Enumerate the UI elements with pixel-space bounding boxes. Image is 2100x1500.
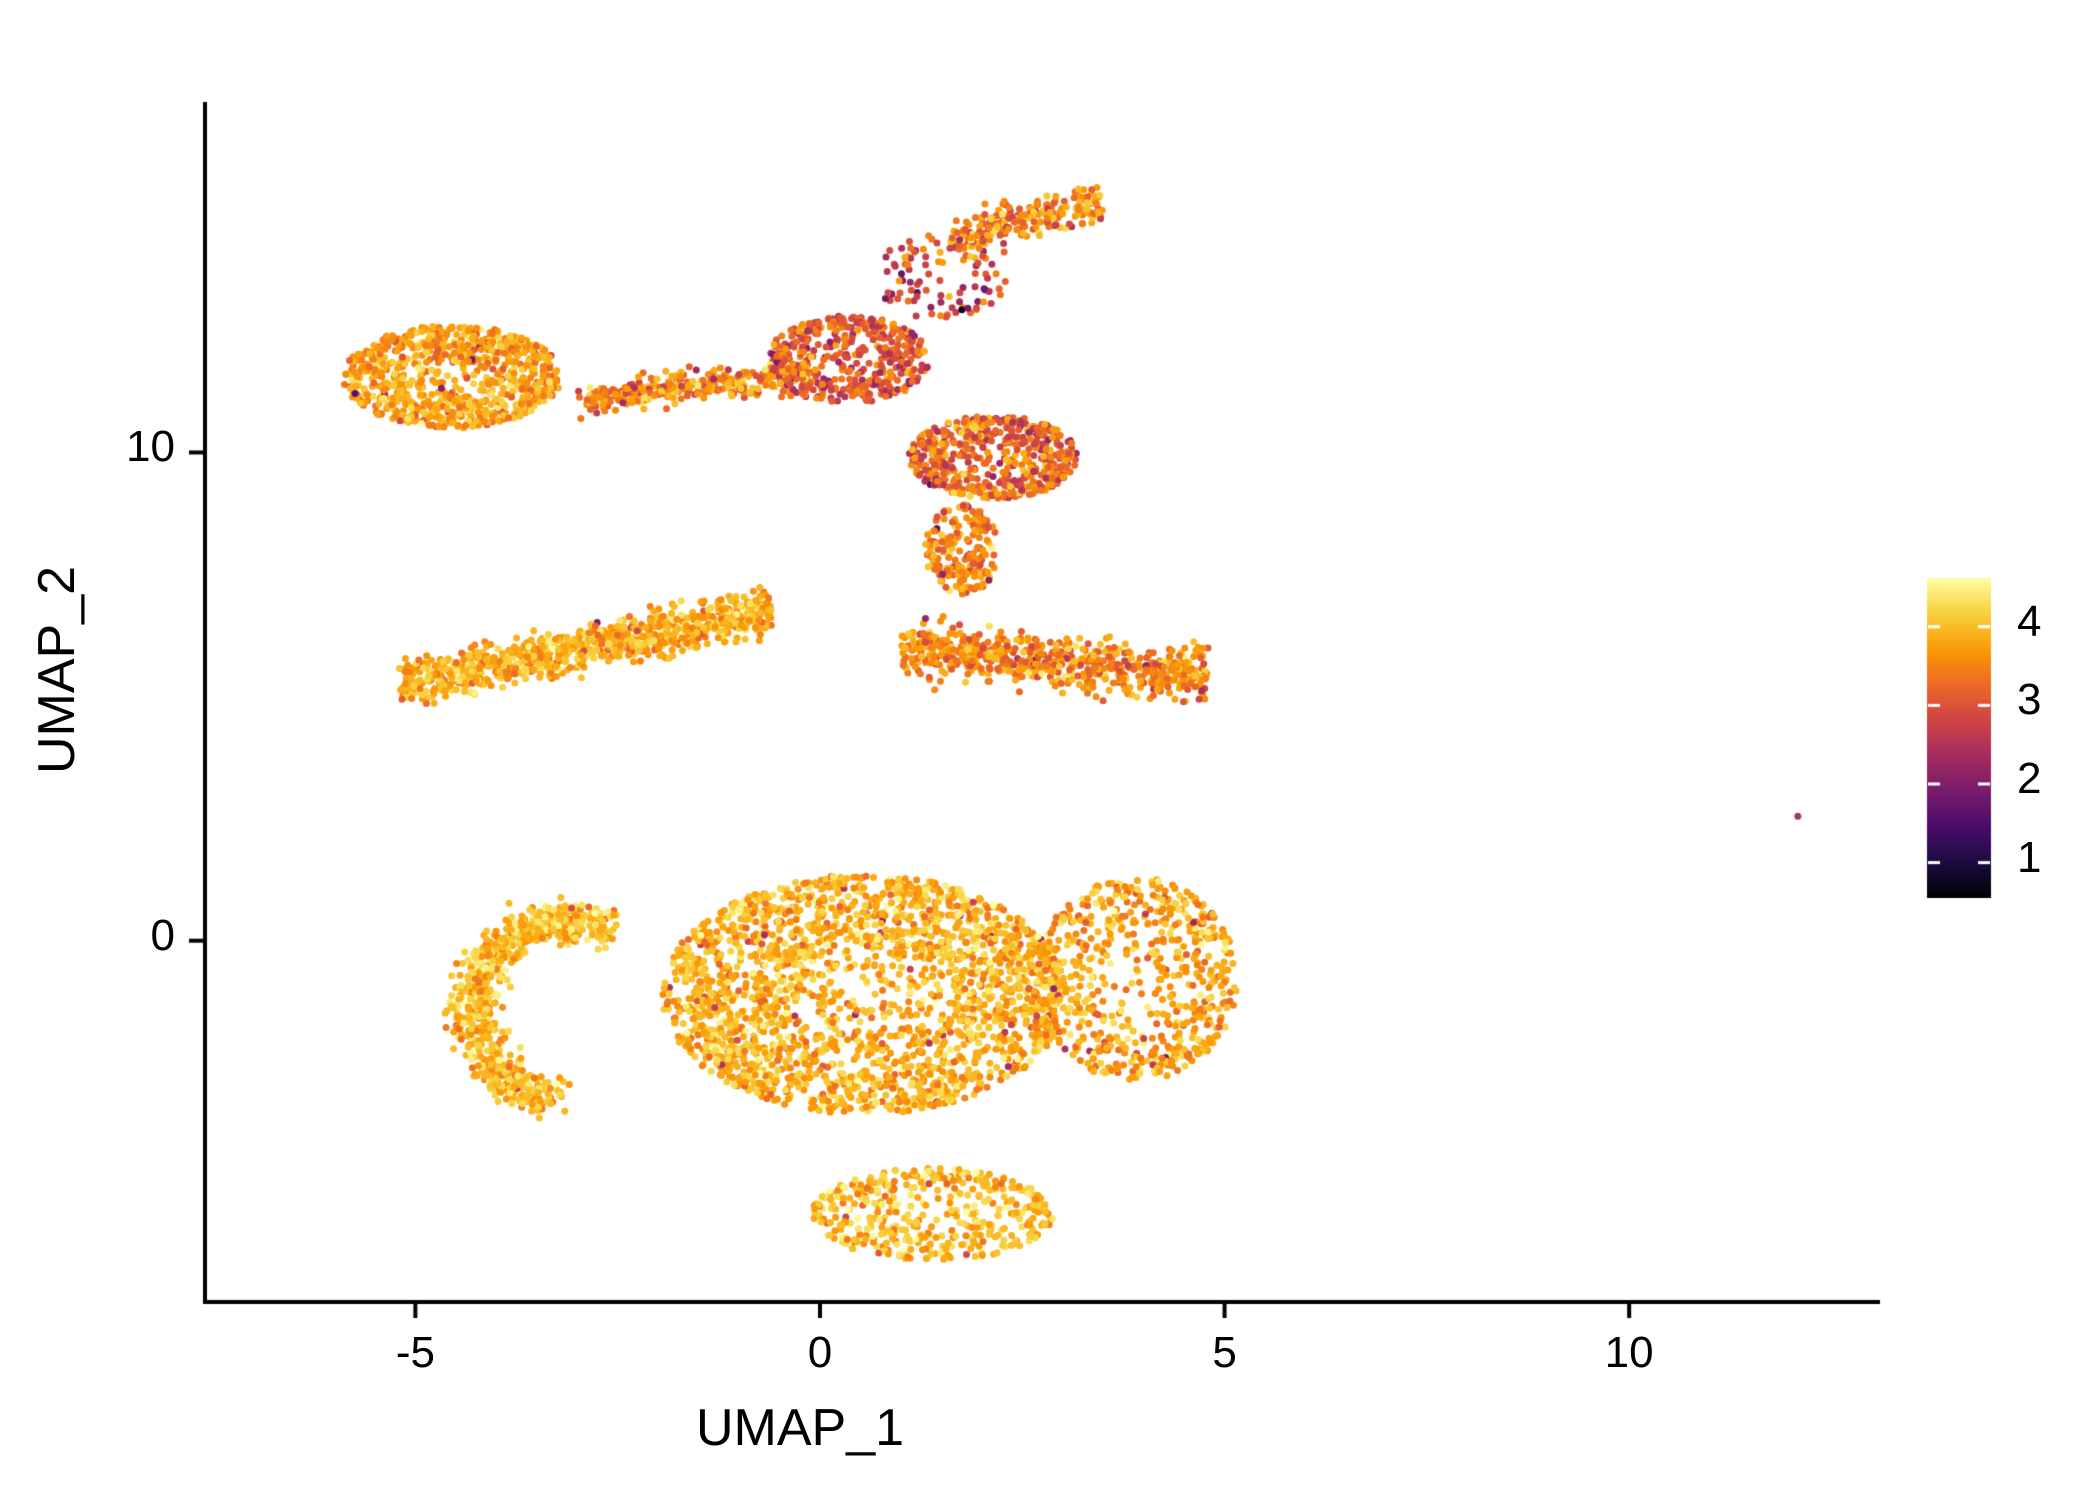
x-tick-label: 5: [1212, 1328, 1237, 1377]
y-tick-label: 10: [126, 422, 175, 472]
x-axis-label: UMAP_1: [695, 1399, 905, 1457]
y-tick-label: 0: [150, 910, 175, 960]
x-tick-label: -5: [395, 1328, 435, 1377]
colorbar-tick-label: 1: [2017, 832, 2042, 882]
colorbar-tick-label: 2: [2017, 753, 2042, 803]
colorbar-tick-label: 4: [2017, 596, 2042, 646]
x-tick-label: 0: [807, 1328, 833, 1377]
x-tick-label: 10: [1604, 1328, 1654, 1377]
colorbar-tick-label: 3: [2017, 675, 2042, 725]
y-axis-label: UMAP_2: [28, 565, 86, 775]
